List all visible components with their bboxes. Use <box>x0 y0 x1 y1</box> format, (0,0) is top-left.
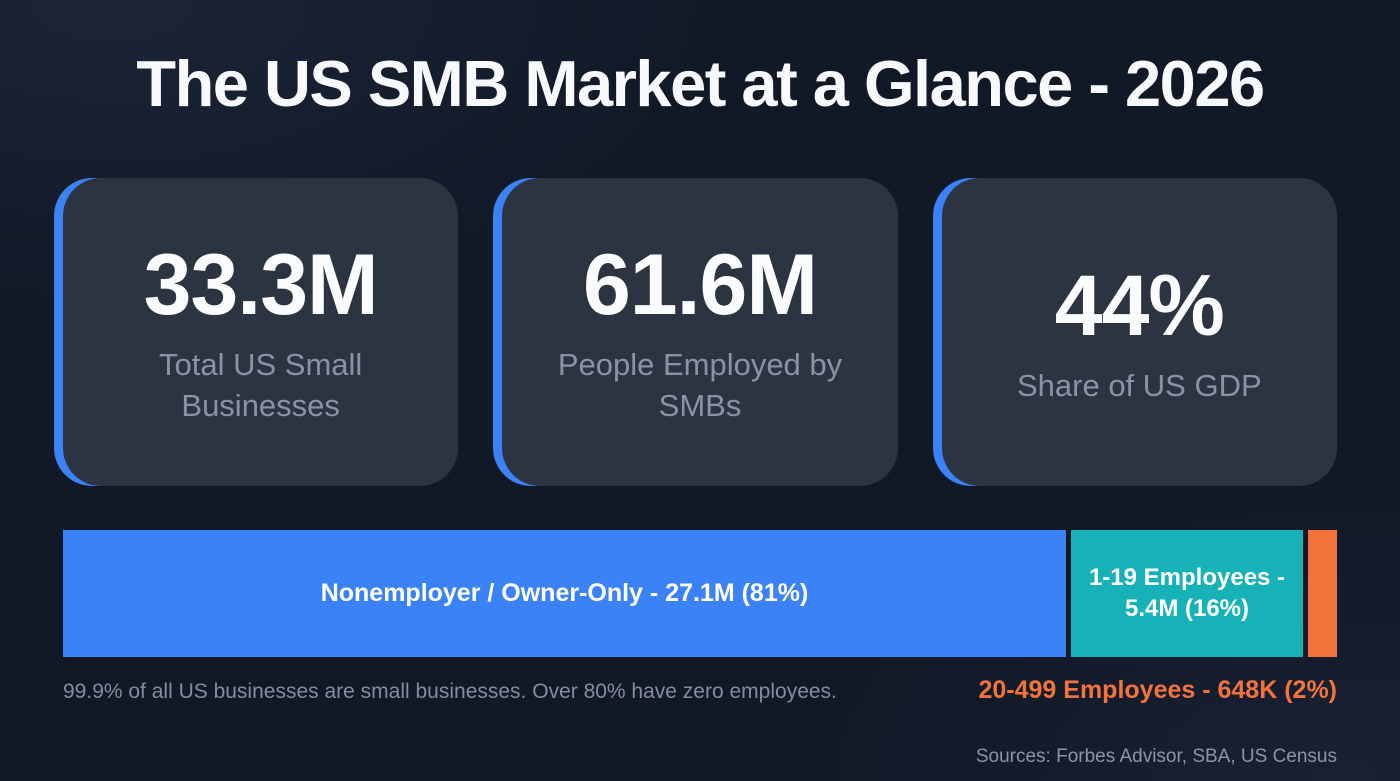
stat-card-people-employed: 61.6M People Employed by SMBs <box>502 177 898 486</box>
bar-segment-nonemployer: Nonemployer / Owner-Only - 27.1M (81%) <box>63 529 1066 657</box>
stat-value: 33.3M <box>143 237 379 334</box>
stat-label: Share of US GDP <box>1016 367 1262 403</box>
bar-segment-20-499-employees <box>1308 529 1337 657</box>
footnote-text: 99.9% of all US businesses are small bus… <box>63 679 837 703</box>
stat-value: 44% <box>1054 257 1225 354</box>
bar-segment-label: Nonemployer / Owner-Only - 27.1M (81%) <box>320 578 809 607</box>
stat-card-total-businesses: 33.3M Total US Small Businesses <box>63 177 459 486</box>
stacked-bar-chart: Nonemployer / Owner-Only - 27.1M (81%) 1… <box>63 529 1337 657</box>
stat-label: People Employed by SMBs <box>557 347 843 423</box>
sources-text: Sources: Forbes Advisor, SBA, US Census <box>975 746 1337 767</box>
segment-callout-20-499: 20-499 Employees - 648K (2%) <box>978 675 1337 704</box>
bar-segment-label: 1-19 Employees - 5.4M (16%) <box>1088 563 1286 622</box>
stat-value: 61.6M <box>582 237 818 334</box>
page-title: The US SMB Market at a Glance - 2026 <box>136 47 1265 120</box>
bar-segment-1-19-employees: 1-19 Employees - 5.4M (16%) <box>1071 529 1303 657</box>
stat-cards-row: 33.3M Total US Small Businesses 61.6M Pe… <box>63 177 1337 486</box>
stat-label: Total US Small Businesses <box>159 347 363 423</box>
stat-card-gdp-share: 44% Share of US GDP <box>941 177 1337 486</box>
bar-caption-row: 99.9% of all US businesses are small bus… <box>63 676 1337 705</box>
